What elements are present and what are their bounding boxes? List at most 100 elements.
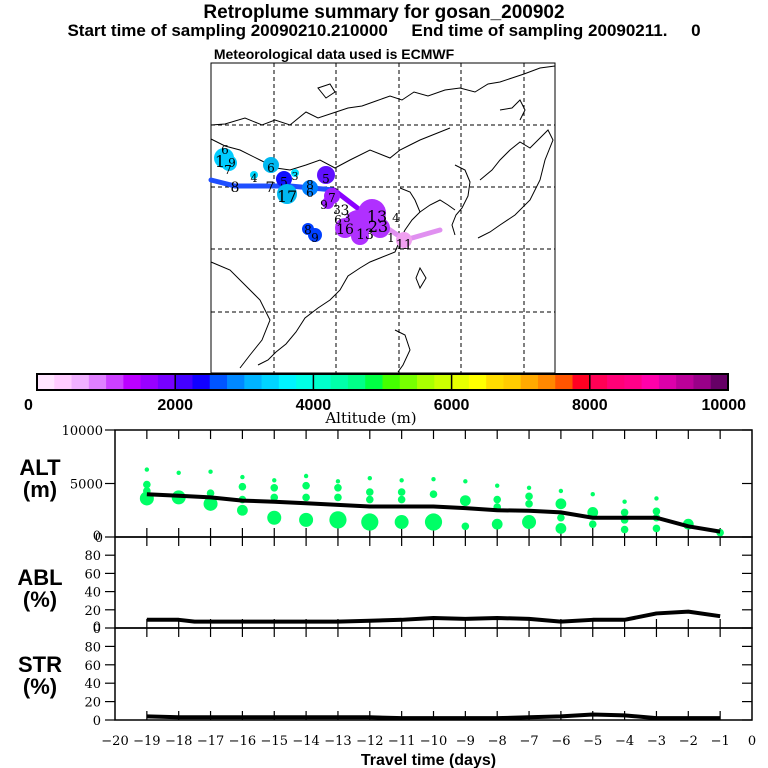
altitude-point bbox=[558, 488, 564, 494]
altitude-point bbox=[525, 500, 533, 508]
island-philippines bbox=[394, 329, 411, 373]
y-axis-title: (%) bbox=[23, 674, 57, 699]
colorbar-tick-label: 8000 bbox=[572, 397, 608, 414]
altitude-point bbox=[208, 469, 213, 474]
x-tick-label: −9 bbox=[456, 734, 475, 749]
colorbar-label: Altitude (m) bbox=[324, 409, 416, 427]
x-tick-label: −6 bbox=[551, 734, 570, 749]
map-cluster: 5 bbox=[317, 166, 335, 186]
y-tick-label: 60 bbox=[84, 567, 101, 582]
x-tick-label: −11 bbox=[388, 734, 415, 749]
altitude-point bbox=[590, 492, 595, 497]
map-cluster: 17 bbox=[277, 184, 297, 206]
y-tick-label: 80 bbox=[84, 549, 101, 564]
altitude-point bbox=[588, 520, 597, 528]
colorbar-swatch bbox=[520, 374, 539, 390]
altitude-point bbox=[429, 490, 438, 499]
altitude-point bbox=[366, 495, 374, 504]
colorbar-tick-label: 4000 bbox=[296, 397, 332, 414]
y-tick-label: 80 bbox=[84, 640, 101, 655]
cluster-day-label: 16 bbox=[336, 222, 354, 238]
altitude-point bbox=[361, 513, 379, 531]
cluster-blob bbox=[335, 218, 355, 238]
y-tick-label: 20 bbox=[84, 696, 101, 711]
altitude-point bbox=[654, 496, 659, 501]
cluster-day-label: 5 bbox=[322, 172, 330, 186]
colorbar-swatch bbox=[123, 374, 142, 390]
mean-altitude-line bbox=[146, 492, 721, 534]
cluster-blob bbox=[250, 171, 258, 179]
colorbar-swatch bbox=[399, 374, 418, 390]
x-tick-label: −12 bbox=[356, 734, 383, 749]
altitude-point bbox=[335, 479, 341, 484]
y-axis-title: STR bbox=[18, 652, 62, 677]
map-cluster: 6 bbox=[263, 157, 279, 175]
coast-china bbox=[257, 187, 421, 366]
colorbar-tick-label: 0 bbox=[24, 397, 33, 414]
colorbar-swatch bbox=[278, 374, 297, 390]
border-mongolia bbox=[210, 127, 451, 171]
altitude-point bbox=[203, 496, 218, 511]
x-tick-label: −19 bbox=[133, 734, 160, 749]
cluster-blob bbox=[351, 227, 369, 245]
altitude-point bbox=[461, 522, 470, 531]
altitude-cluster bbox=[491, 483, 503, 530]
y-tick-label: 40 bbox=[84, 586, 101, 601]
colorbar-swatch bbox=[88, 374, 107, 390]
altitude-point bbox=[397, 495, 406, 504]
altitude-point bbox=[652, 524, 661, 533]
colorbar-swatch bbox=[607, 374, 625, 390]
map-cluster: 86 bbox=[302, 178, 318, 200]
colorbar-swatch bbox=[486, 374, 504, 390]
colorbar-tick-label: 2000 bbox=[157, 397, 193, 414]
altitude-cluster bbox=[555, 488, 567, 534]
x-tick-label: −7 bbox=[519, 734, 538, 749]
cluster-day-label: 3 bbox=[333, 203, 341, 217]
map-cluster: 11 bbox=[396, 232, 412, 253]
cluster-blob bbox=[317, 166, 335, 184]
altitude-point bbox=[431, 477, 436, 482]
altitude-cluster bbox=[139, 467, 154, 506]
colorbar-swatch bbox=[641, 374, 660, 390]
x-tick-label: −17 bbox=[197, 734, 224, 749]
cluster-blob bbox=[277, 184, 297, 204]
x-tick-label: −15 bbox=[261, 734, 288, 749]
y-tick-label-top: 0 bbox=[93, 529, 101, 544]
cluster-day-label: 1 bbox=[387, 231, 395, 245]
y-tick-label: 0 bbox=[93, 622, 101, 637]
colorbar-swatch bbox=[468, 374, 487, 390]
coast-indochina bbox=[210, 261, 271, 369]
altitude-point bbox=[394, 515, 409, 530]
coast-north bbox=[210, 65, 556, 126]
cluster-day-label: 23 bbox=[368, 217, 388, 236]
colorbar-tick-label: 10000 bbox=[702, 397, 747, 414]
cluster-blob bbox=[370, 218, 390, 238]
colorbar-swatch bbox=[624, 374, 643, 390]
y-tick-label: 5000 bbox=[70, 478, 103, 493]
colorbar-swatch bbox=[175, 374, 193, 390]
map-cluster: 5 bbox=[276, 171, 292, 189]
time-series-panels: ALT(m)0500010000ABL(%)0204060800STR(%)02… bbox=[17, 424, 756, 768]
x-tick-label: −5 bbox=[583, 734, 602, 749]
altitude-point bbox=[522, 515, 537, 530]
cluster-day-label: 5 bbox=[280, 175, 288, 189]
altitude-colorbar: 0 2000 4000 6000 8000 10000 bbox=[24, 373, 747, 414]
altitude-point bbox=[238, 482, 247, 491]
cluster-day-label: 7 bbox=[328, 191, 336, 205]
y-axis-title: ABL bbox=[17, 565, 62, 590]
altitude-point bbox=[620, 508, 629, 517]
colorbar-swatch bbox=[106, 374, 124, 390]
abl-line bbox=[146, 609, 721, 624]
x-tick-label: −20 bbox=[101, 734, 128, 749]
altitude-cluster bbox=[171, 470, 186, 505]
cluster-blob bbox=[263, 157, 279, 173]
cluster-day-label: 9 bbox=[311, 231, 319, 245]
cluster-day-label: 3 bbox=[344, 212, 351, 225]
coast-sakhalin bbox=[499, 99, 526, 121]
altitude-cluster bbox=[587, 492, 599, 528]
y-tick-label: 20 bbox=[84, 604, 101, 619]
colorbar-swatch bbox=[537, 374, 556, 390]
cluster-day-label: 3 bbox=[292, 170, 299, 183]
